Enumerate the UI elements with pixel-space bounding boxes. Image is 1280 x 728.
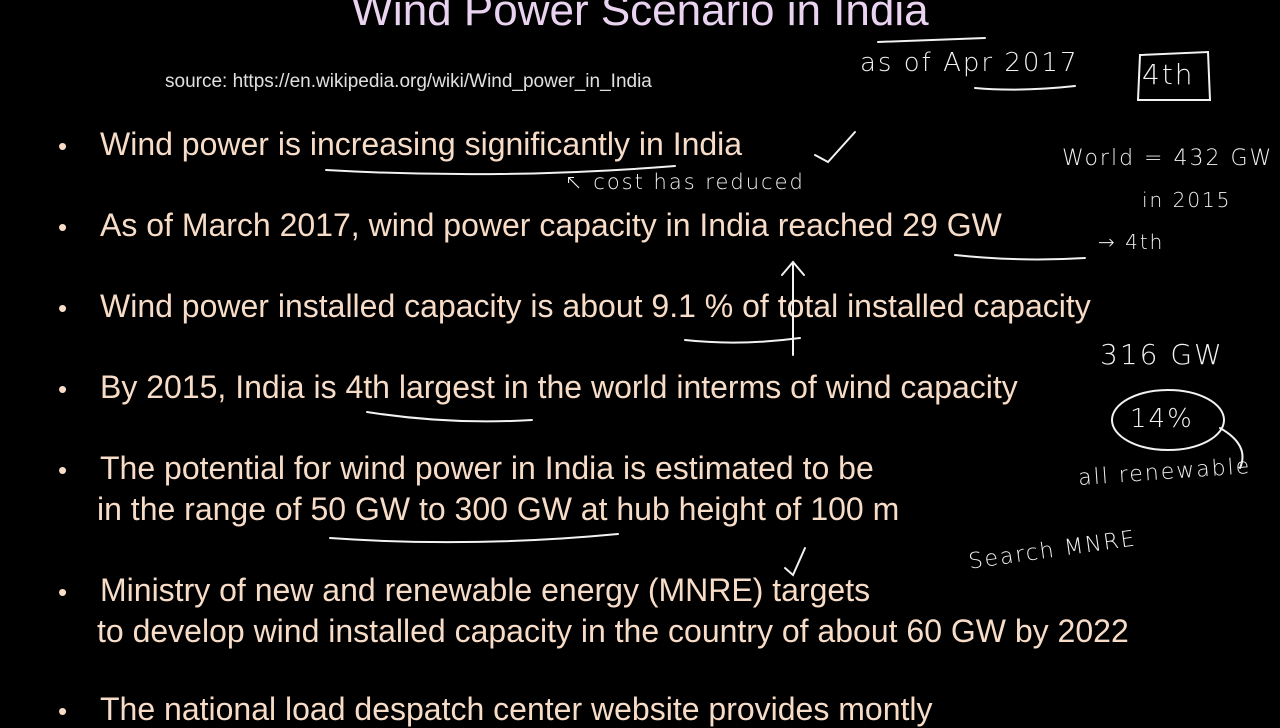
bullet-text: As of March 2017, wind power capacity in… bbox=[100, 207, 1002, 243]
bullet-text: Wind power installed capacity is about 9… bbox=[100, 288, 1091, 324]
slide-title: Wind Power Scenario in India bbox=[351, 0, 929, 35]
annotation: 316 GW bbox=[1100, 338, 1224, 371]
bullet-dot: • bbox=[58, 374, 68, 404]
bullet-text: in the range of 50 GW to 300 GW at hub h… bbox=[97, 491, 900, 527]
bullet-text: Ministry of new and renewable energy (MN… bbox=[100, 572, 871, 608]
bullet-text: Wind power is increasing significantly i… bbox=[100, 126, 743, 162]
annotation: ↖ cost has reduced bbox=[565, 170, 805, 194]
annotation: in 2015 bbox=[1142, 188, 1232, 212]
annotation: → 4th bbox=[1098, 230, 1165, 254]
bullet-dot: • bbox=[58, 696, 68, 726]
annotation: World = 432 GW bbox=[1062, 146, 1274, 171]
source-note: source: https://en.wikipedia.org/wiki/Wi… bbox=[165, 71, 652, 92]
annotation: as of Apr 2017 bbox=[860, 48, 1079, 78]
bullet-dot: • bbox=[58, 293, 68, 323]
bullet-dot: • bbox=[58, 131, 68, 161]
annotation: 14% bbox=[1130, 404, 1194, 434]
bullet-text: to develop wind installed capacity in th… bbox=[97, 613, 1129, 649]
bullet-dot: • bbox=[58, 212, 68, 242]
bullet-text: By 2015, India is 4th largest in the wor… bbox=[100, 369, 1018, 405]
annotation: 4th bbox=[1142, 58, 1195, 91]
bullet-text: The potential for wind power in India is… bbox=[100, 450, 874, 486]
bullet-dot: • bbox=[58, 455, 68, 485]
bullet-dot: • bbox=[58, 577, 68, 607]
